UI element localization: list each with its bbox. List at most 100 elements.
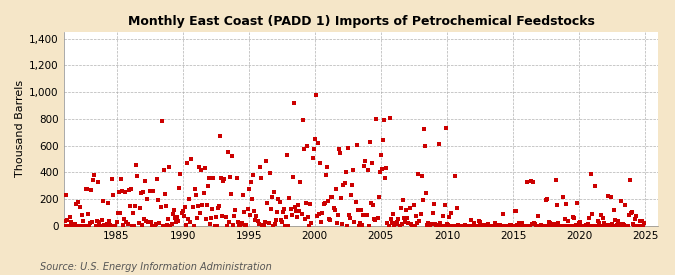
Point [220,215,231,219]
Point [256,223,267,227]
Point [596,213,607,217]
Point [501,224,512,228]
Point [94,219,105,224]
Point [197,202,208,207]
Point [366,200,377,205]
Point [159,192,170,197]
Point [90,224,101,228]
Point [186,157,197,161]
Point [109,224,119,228]
Point [422,223,433,227]
Point [595,224,605,228]
Point [462,224,473,228]
Point [84,221,95,226]
Point [572,200,583,205]
Point [151,222,161,227]
Point [608,224,619,228]
Point [527,180,538,184]
Point [336,196,347,200]
Point [92,180,103,184]
Point [271,218,281,223]
Point [185,220,196,225]
Point [437,213,448,218]
Point [70,202,81,207]
Point [142,197,153,201]
Point [88,178,99,182]
Point [406,224,417,228]
Point [230,208,241,212]
Point [372,216,383,220]
Text: Source: U.S. Energy Information Administration: Source: U.S. Energy Information Administ… [40,262,272,272]
Point [141,219,152,223]
Point [628,222,639,226]
Point [254,165,265,169]
Point [381,166,392,170]
Point [232,220,243,224]
Point [255,176,266,180]
Point [292,215,302,219]
Point [199,166,210,170]
Point [479,223,490,227]
Point [300,217,310,221]
Point [182,161,192,166]
Point [377,166,387,171]
Point [300,201,311,205]
Point [84,224,95,228]
Point [504,224,514,228]
Point [497,224,508,228]
Point [192,204,203,209]
Point [140,179,151,183]
Point [227,154,238,158]
Point [524,224,535,228]
Point [569,224,580,228]
Point [325,218,335,222]
Point [304,224,315,228]
Point [310,93,321,97]
Point [262,201,273,205]
Point [340,170,351,174]
Point [154,221,165,225]
Point [492,223,503,228]
Point [66,220,77,224]
Point [136,223,147,227]
Point [467,224,478,228]
Point [326,195,337,199]
Point [204,176,215,180]
Point [593,219,603,223]
Point [632,224,643,228]
Point [520,224,531,228]
Point [504,222,515,227]
Point [638,224,649,228]
Point [265,207,276,211]
Point [215,133,225,138]
Point [293,203,304,207]
Point [217,214,227,218]
Point [410,214,421,218]
Point [358,213,369,218]
Point [58,224,69,228]
Point [488,224,499,228]
Point [626,211,637,216]
Point [99,223,110,228]
Point [555,224,566,228]
Point [330,187,341,191]
Point [218,179,229,183]
Point [476,222,487,227]
Point [581,224,592,228]
Point [63,224,74,228]
Point [103,219,114,223]
Point [611,223,622,227]
Point [493,224,504,228]
Point [354,223,364,228]
Point [510,209,520,213]
Point [564,224,574,228]
Point [464,224,475,228]
Point [115,210,126,215]
Point [130,204,140,208]
Point [285,207,296,211]
Point [634,219,645,223]
Point [138,217,149,221]
Point [530,222,541,226]
Point [413,172,424,177]
Point [273,197,284,202]
